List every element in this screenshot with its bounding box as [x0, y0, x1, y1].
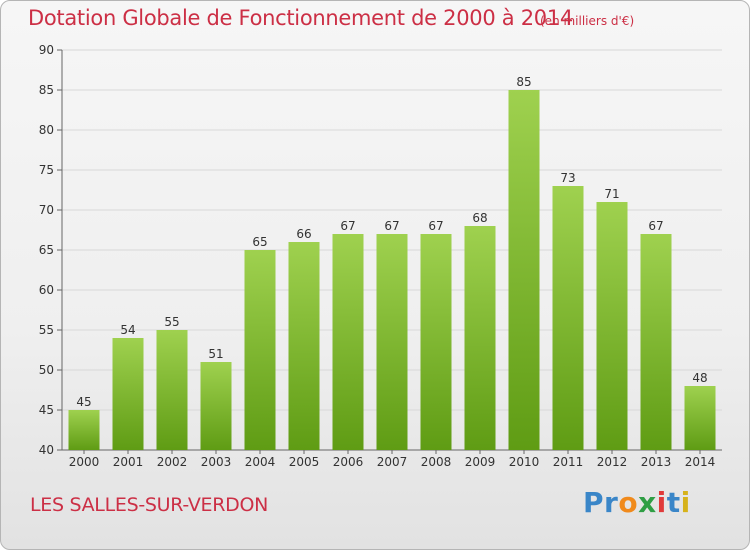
data-label: 71	[604, 187, 619, 201]
bar	[640, 234, 672, 450]
data-label: 67	[648, 219, 663, 233]
logo-part: i	[656, 486, 667, 519]
x-tick-label: 2010	[509, 455, 540, 469]
data-label: 48	[692, 371, 707, 385]
data-label: 66	[296, 227, 311, 241]
x-tick-label: 2000	[69, 455, 100, 469]
x-tick-label: 2009	[465, 455, 496, 469]
bar	[112, 338, 144, 450]
logo-part: Pr	[583, 486, 619, 519]
y-tick-label: 75	[39, 163, 54, 177]
bar	[288, 242, 320, 450]
x-tick-label: 2006	[333, 455, 364, 469]
data-label: 55	[164, 315, 179, 329]
y-tick-label: 50	[39, 363, 54, 377]
y-tick-label: 55	[39, 323, 54, 337]
bar	[332, 234, 364, 450]
bar	[200, 362, 232, 450]
data-label: 67	[384, 219, 399, 233]
logo-part: x	[638, 486, 657, 519]
y-tick-label: 85	[39, 83, 54, 97]
bar	[684, 386, 716, 450]
y-tick-label: 45	[39, 403, 54, 417]
bar	[596, 202, 628, 450]
logo-part: t	[666, 486, 681, 519]
x-tick-label: 2014	[685, 455, 716, 469]
bar	[464, 226, 496, 450]
data-label: 45	[76, 395, 91, 409]
bar	[552, 186, 584, 450]
data-label: 67	[340, 219, 355, 233]
logo-part: o	[618, 486, 639, 519]
x-tick-label: 2011	[553, 455, 584, 469]
bar	[508, 90, 540, 450]
y-tick-label: 90	[39, 43, 54, 57]
x-tick-label: 2007	[377, 455, 408, 469]
bar	[156, 330, 188, 450]
y-tick-label: 40	[39, 443, 54, 457]
chart-title: Dotation Globale de Fonctionnement de 20…	[28, 6, 573, 30]
data-label: 85	[516, 75, 531, 89]
unit-label: (en milliers d'€)	[540, 14, 635, 28]
y-tick-label: 65	[39, 243, 54, 257]
commune-name: LES SALLES-SUR-VERDON	[30, 494, 269, 516]
bar	[376, 234, 408, 450]
data-label: 73	[560, 171, 575, 185]
x-tick-label: 2013	[641, 455, 672, 469]
bar	[244, 250, 276, 450]
x-tick-label: 2005	[289, 455, 320, 469]
x-tick-label: 2008	[421, 455, 452, 469]
proxiti-logo: Proxiti	[583, 486, 691, 519]
data-label: 51	[208, 347, 223, 361]
data-label: 68	[472, 211, 487, 225]
data-label: 67	[428, 219, 443, 233]
y-tick-label: 80	[39, 123, 54, 137]
y-tick-label: 70	[39, 203, 54, 217]
logo-part: i	[680, 486, 691, 519]
x-tick-label: 2002	[157, 455, 188, 469]
bar	[68, 410, 100, 450]
data-label: 65	[252, 235, 267, 249]
x-tick-label: 2003	[201, 455, 232, 469]
bar	[420, 234, 452, 450]
x-tick-label: 2012	[597, 455, 628, 469]
x-tick-label: 2004	[245, 455, 276, 469]
data-label: 54	[120, 323, 135, 337]
x-tick-label: 2001	[113, 455, 144, 469]
y-tick-label: 60	[39, 283, 54, 297]
